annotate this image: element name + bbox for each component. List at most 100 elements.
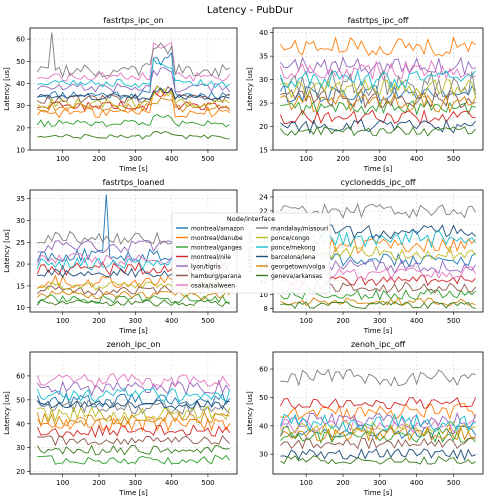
y-tick-label: 20 [16,468,25,476]
legend-item-hamburg-parana: hamburg/parana [176,273,242,280]
y-tick-label: 10 [259,291,268,299]
y-tick-label: 35 [259,53,268,61]
y-tick-label: 40 [16,420,25,428]
x-tick-label: 100 [56,479,69,487]
series-line-mandalay-missouri [279,69,477,100]
y-tick-label: 30 [259,76,268,84]
x-axis-label: Time [s] [118,489,148,497]
series-line-barcelona-lena [280,118,476,135]
y-tick-label: 20 [259,123,268,131]
panel-title: fastrtps_ipc_off [348,16,409,25]
axes-frame [272,351,484,475]
x-axis-label: Time [s] [363,327,393,335]
panel-title: zenoh_ipc_off [351,340,406,349]
x-tick-label: 300 [373,155,386,163]
series-line-montreal-danube [280,35,476,57]
series-line-barcelona-lena [37,399,230,410]
x-tick-label: 500 [201,155,214,163]
x-tick-label: 200 [92,479,105,487]
series-line-hamburg-parana [280,436,476,450]
legend-item-georgetown-volga: georgetown/volga [256,263,325,270]
y-axis-label: Latency [us] [246,67,254,111]
x-tick-label: 500 [447,155,460,163]
x-tick-label: 500 [201,317,214,325]
y-tick-label: 20 [16,124,25,132]
y-axis-label: Latency [us] [3,229,11,273]
y-tick-label: 25 [259,100,268,108]
y-tick-label: 35 [16,195,25,203]
legend: Node/interface montreal/amazon montreal/da… [171,212,331,294]
x-tick-label: 200 [336,479,349,487]
legend-box [171,212,331,294]
y-tick-label: 22 [259,207,268,215]
legend-label: montreal/amazon [191,225,244,232]
series-line-hamburg-parana [280,87,476,110]
series-line-montreal-ganges [36,113,230,128]
series-line-montreal-nile [36,424,231,439]
axes-frame [29,27,238,151]
x-tick-label: 500 [201,479,214,487]
axes-frame [272,27,484,151]
y-tick-label: 30 [16,217,25,225]
panel-title: fastrtps_ipc_on [103,16,163,25]
panel-fastrtps_ipc_on: 100 200 300 400 500 10 20 30 40 50 60 fastrtps_ipc_… [3,16,238,173]
x-axis-label: Time [s] [363,489,393,497]
legend-item-montreal-amazon: montreal/amazon [176,225,244,232]
series-line-georgetown-volga [36,410,230,428]
y-tick-label: 8 [264,305,268,313]
y-tick-label: 30 [259,451,268,459]
series-line-georgetown-volga [280,425,476,442]
x-tick-label: 100 [56,317,69,325]
legend-label: ponce/congo [271,235,310,242]
legend-label: lyon/tigris [191,263,221,270]
series-line-osaka-salween [279,418,476,434]
x-tick-label: 400 [410,155,423,163]
series-line-geneva-arkansas [280,455,476,465]
series-line-barcelona-lena [280,448,476,461]
series-line-montreal-nile [279,397,477,410]
x-tick-label: 300 [373,479,386,487]
x-tick-label: 300 [129,317,142,325]
series-line-montreal-amazon [36,391,231,409]
legend-label: geneva/arkansas [271,273,322,280]
series-line-ponce-congo [280,78,477,99]
series-line-montreal-ganges [280,430,476,445]
series-line-geneva-arkansas [280,301,476,310]
panel-fastrtps_ipc_off: 100 200 300 400 500 15 20 25 30 35 40 fastrtps_ipc_… [246,16,484,173]
x-axis-label: Time [s] [118,165,148,173]
legend-label: montreal/nile [191,254,231,261]
legend-label: osaka/salween [191,282,235,289]
series-line-lyon-tigris [280,411,477,428]
x-tick-label: 400 [165,317,178,325]
series-line-ponce-mekong [36,387,231,403]
legend-item-montreal-ganges: montreal/ganges [176,244,242,251]
series-line-montreal-amazon [37,51,230,100]
series-line-hamburg-parana [37,434,231,447]
series-line-georgetown-volga [280,296,476,307]
legend-item-montreal-danube: montreal/danube [176,235,243,242]
y-tick-label: 24 [259,193,268,201]
y-tick-label: 30 [16,444,25,452]
series-line-geneva-arkansas [36,299,230,308]
x-tick-label: 200 [336,317,349,325]
series-line-geneva-arkansas [280,125,476,137]
y-tick-label: 15 [259,147,268,155]
x-tick-label: 400 [410,479,423,487]
series-group [36,373,231,465]
legend-item-geneva-arkansas: geneva/arkansas [256,273,322,280]
panel-zenoh_ipc_on: 100 200 300 400 500 20 30 40 50 60 zenoh_ipc_on Tim… [3,340,238,497]
x-tick-label: 400 [165,155,178,163]
x-tick-label: 200 [92,155,105,163]
series-group [36,32,231,140]
series-line-georgetown-volga [280,92,477,114]
series-group [279,368,477,465]
series-line-geneva-arkansas [36,444,230,456]
legend-item-ponce-mekong: ponce/mekong [256,244,316,251]
y-tick-label: 10 [16,147,25,155]
y-axis-label: Latency [us] [3,391,11,435]
x-tick-label: 200 [336,155,349,163]
x-tick-label: 100 [299,317,312,325]
series-line-lyon-tigris [36,379,231,397]
x-tick-label: 300 [373,317,386,325]
